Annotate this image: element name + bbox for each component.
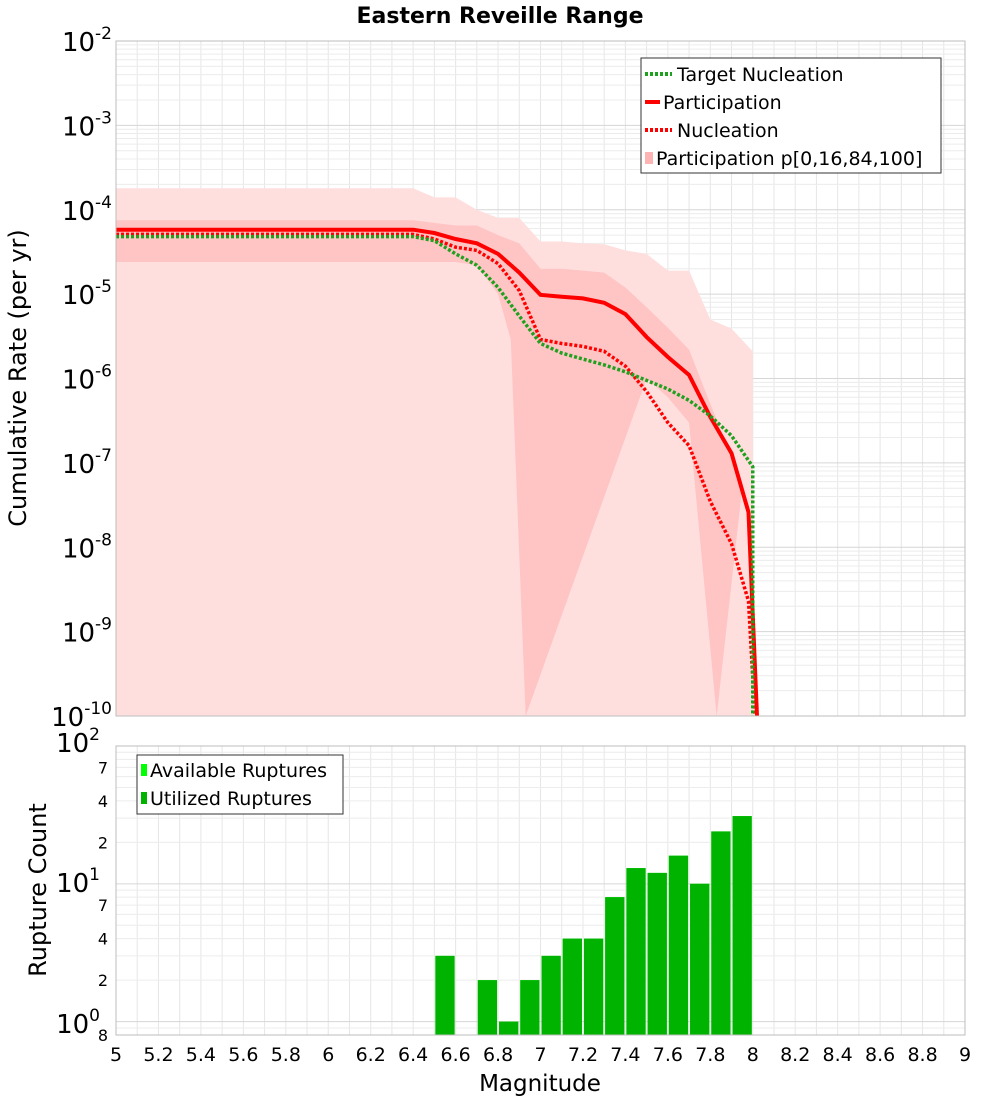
- utilized-rupture-bar: [647, 872, 667, 1035]
- x-tick-label: 5.8: [271, 1044, 301, 1066]
- legend-label: Available Ruptures: [150, 760, 327, 782]
- bottom-plot-border: [115, 745, 966, 1036]
- legend-label: Participation p[0,16,84,100]: [656, 148, 922, 170]
- utilized-rupture-bar: [562, 938, 582, 1035]
- x-tick-label: 8: [747, 1044, 759, 1066]
- x-axis-label: Magnitude: [479, 1071, 601, 1097]
- utilized-rupture-bar: [668, 855, 689, 1035]
- utilized-rupture-bar: [711, 831, 731, 1035]
- top-y-tick-label: 10-2: [62, 24, 112, 58]
- utilized-rupture-bar: [520, 980, 540, 1035]
- utilized-rupture-bar: [605, 897, 625, 1035]
- legend-label: Participation: [663, 92, 782, 114]
- chart-title: Eastern Reveille Range: [356, 4, 643, 29]
- utilized-rupture-bar: [732, 816, 752, 1035]
- rate-panel: 10-2 10-3 10-4 10-5 10-6 10-7 10-8 10-9 10-10 Tar…: [51, 24, 966, 733]
- utilized-rupture-bar: [435, 955, 455, 1035]
- x-tick-label: 8.4: [823, 1044, 853, 1066]
- x-tick-label: 8.6: [865, 1044, 895, 1066]
- top-y-tick-label: 10-9: [62, 615, 112, 649]
- top-y-axis-label: Cumulative Rate (per yr): [4, 229, 32, 527]
- bottom-y-tick-minor: 2: [98, 971, 108, 990]
- top-y-tick-label: 10-6: [62, 362, 112, 396]
- bottom-y-tick-minor: 2: [98, 833, 108, 852]
- bottom-y-tick-major: 102: [56, 725, 100, 759]
- x-tick-label: 6.6: [440, 1044, 470, 1066]
- x-tick-label: 7.8: [695, 1044, 725, 1066]
- x-tick-label: 7.4: [610, 1044, 640, 1066]
- bottom-y-tick-minor: 7: [98, 758, 108, 777]
- utilized-rupture-bar: [477, 980, 498, 1035]
- utilized-rupture-bar: [499, 1021, 519, 1035]
- bottom-legend-box: [136, 754, 344, 815]
- x-tick-label: 5.2: [143, 1044, 173, 1066]
- top-y-tick-label: 10-3: [62, 108, 112, 142]
- nucleation-line: [116, 232, 757, 717]
- x-tick-label: 6.8: [483, 1044, 513, 1066]
- participation-band-inner: [116, 220, 743, 717]
- legend-label: Nucleation: [677, 120, 779, 142]
- legend-swatch-band: [645, 152, 653, 164]
- legend-label: Target Nucleation: [676, 64, 844, 86]
- utilized-rupture-bar: [626, 868, 646, 1035]
- top-y-tick-label: 10-4: [62, 193, 112, 227]
- bottom-y-tick-minor: 4: [98, 792, 108, 811]
- x-tick-label: 7: [534, 1044, 546, 1066]
- x-tick-label: 5.6: [228, 1044, 258, 1066]
- bottom-y-tick-major: 100: [56, 1006, 100, 1040]
- x-tick-label: 7.6: [653, 1044, 683, 1066]
- x-tick-label: 6: [322, 1044, 334, 1066]
- legend-label: Utilized Ruptures: [150, 788, 312, 810]
- top-legend-box: [640, 57, 942, 174]
- x-tick-label: 6.4: [398, 1044, 428, 1066]
- bottom-y-tick-minor: 7: [98, 896, 108, 915]
- bottom-y-tick-minor: 8: [98, 1026, 108, 1045]
- legend-swatch-bar: [141, 792, 147, 804]
- utilized-rupture-bar: [583, 938, 604, 1035]
- x-tick-label: 7.2: [568, 1044, 598, 1066]
- top-y-tick-label: 10-7: [62, 446, 112, 480]
- bottom-y-tick-minor: 4: [98, 930, 108, 949]
- x-tick-label: 5: [110, 1044, 122, 1066]
- top-y-tick-label: 10-8: [62, 530, 112, 564]
- bottom-y-tick-major: 101: [56, 865, 100, 899]
- utilized-rupture-bar: [690, 883, 710, 1035]
- x-tick-label: 6.2: [356, 1044, 386, 1066]
- top-plot-border: [115, 40, 966, 717]
- x-tick-label: 9: [959, 1044, 971, 1066]
- x-tick-label: 8.2: [780, 1044, 810, 1066]
- top-y-tick-label: 10-10: [51, 699, 112, 733]
- utilized-rupture-bar: [541, 955, 561, 1035]
- participation-band-outer: [116, 188, 753, 717]
- top-y-tick-label: 10-5: [62, 277, 112, 311]
- legend-swatch-bar: [141, 764, 147, 776]
- x-tick-label: 8.8: [907, 1044, 937, 1066]
- bottom-y-axis-label: Rupture Count: [24, 803, 52, 977]
- x-tick-label: 5.4: [186, 1044, 216, 1066]
